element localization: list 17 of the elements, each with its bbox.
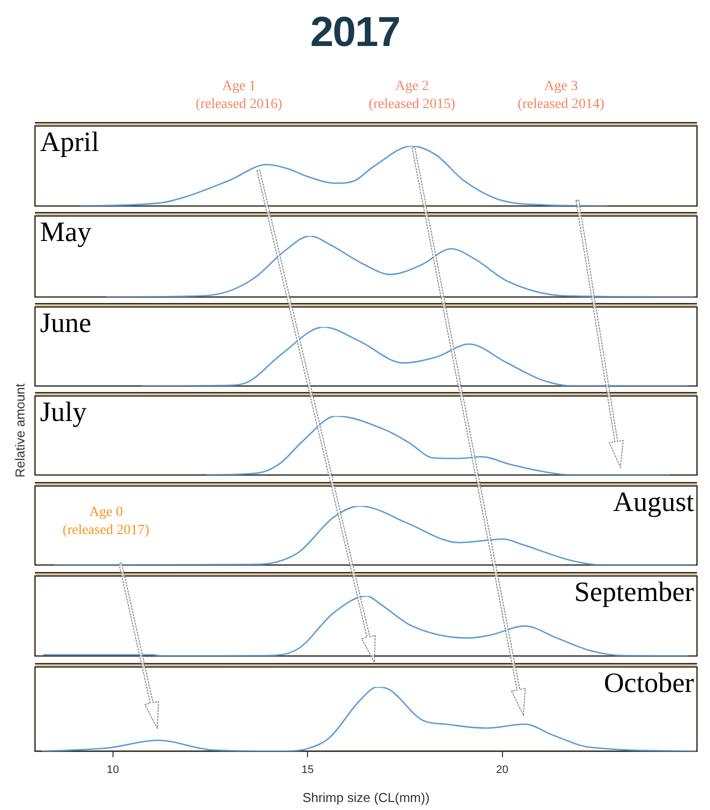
x-axis-title: Shrimp size (CL(mm)) [302,790,430,805]
chart-subtitle: October [604,668,695,699]
text: Age 2 (released 2015) [368,78,456,114]
chart-subtitle: September [574,577,695,608]
annotation: Age 0 (released 2017) [62,504,150,540]
chart-subtitle: June [40,308,92,339]
chart-subtitle: May [40,217,92,248]
chart-title: 2017 [309,8,401,56]
text: Age 3 (released 2014) [518,78,604,114]
y-axis-title: Relative amount [12,383,28,477]
text: Age 1 (released 2016) [196,78,282,114]
chart-subtitle: July [40,397,87,428]
chart-subtitle: April [40,127,100,158]
chart-subtitle: August [613,487,694,518]
x-tick-label: 15 [301,764,314,776]
x-tick-label: 10 [106,764,120,776]
x-tick-label: 20 [496,764,508,776]
